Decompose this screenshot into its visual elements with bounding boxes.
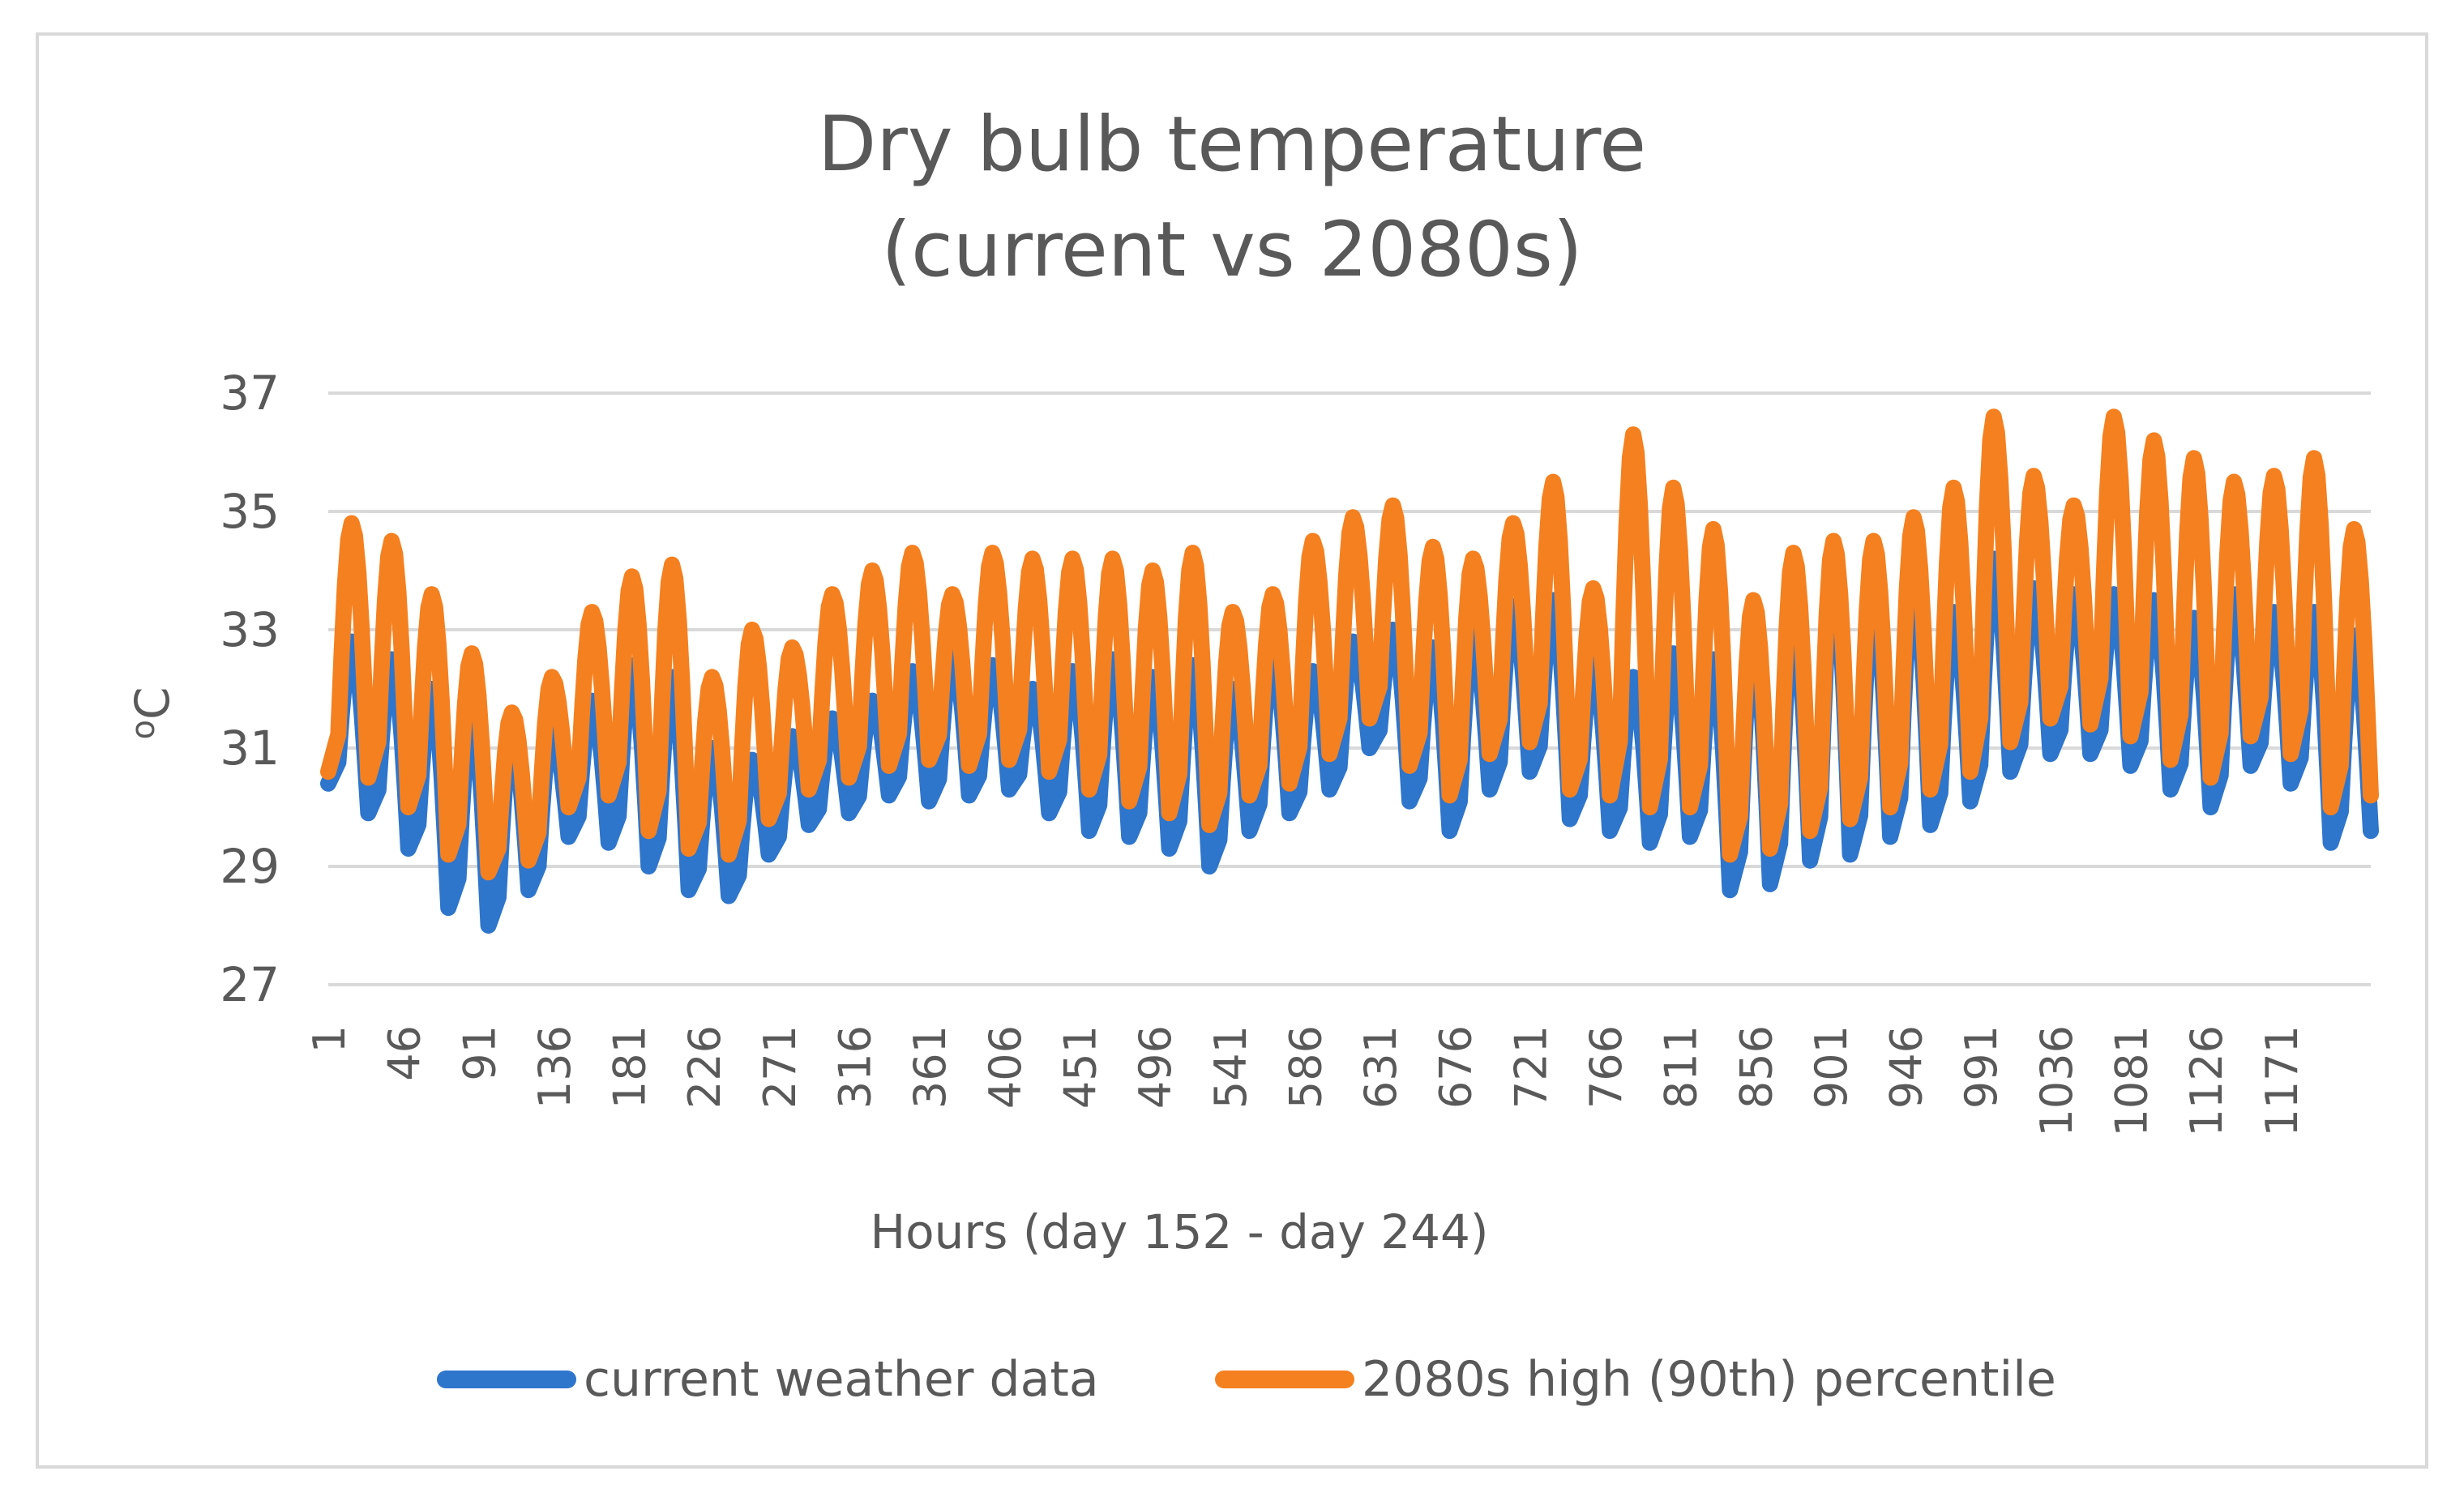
x-tick-label: 1 [304, 1025, 355, 1053]
y-tick-label: 37 [220, 366, 280, 421]
y-tick-label: 35 [220, 484, 280, 539]
x-axis-label: Hours (day 152 - day 244) [870, 1204, 1488, 1259]
y-tick-label: 33 [220, 602, 280, 657]
x-tick-label: 91 [454, 1025, 505, 1081]
x-tick-label: 991 [1956, 1025, 2007, 1109]
y-tick-label: 27 [220, 957, 280, 1012]
x-tick-label: 766 [1581, 1025, 1632, 1109]
x-tick-label: 1126 [2181, 1025, 2232, 1136]
legend-label-2080s: 2080s high (90th) percentile [1362, 1351, 2056, 1408]
x-tick-label: 1081 [2107, 1025, 2158, 1136]
x-tick-label: 406 [980, 1025, 1031, 1109]
x-tick-label: 181 [605, 1025, 656, 1109]
plot-area [320, 408, 2379, 934]
x-tick-label: 46 [379, 1025, 430, 1081]
y-axis-label-unit: C [125, 687, 180, 721]
x-axis-ticks: 1 46 91 136 181 226 271 316 361 406 451 496 541 586 63… [304, 1025, 2308, 1136]
y-axis-label: oC [125, 687, 180, 740]
x-tick-label: 901 [1806, 1025, 1857, 1109]
x-tick-label: 271 [755, 1025, 806, 1109]
svg-text:oC: oC [125, 687, 180, 740]
x-tick-label: 136 [529, 1025, 580, 1109]
series-line-1 [320, 408, 2379, 881]
x-tick-label: 856 [1730, 1025, 1782, 1109]
x-tick-label: 541 [1205, 1025, 1256, 1109]
y-axis-label-superscript: o [125, 720, 162, 739]
y-axis-ticks: 27 29 31 33 35 37 [220, 366, 280, 1012]
x-tick-label: 496 [1130, 1025, 1181, 1109]
x-tick-label: 226 [679, 1025, 730, 1109]
x-tick-label: 316 [830, 1025, 881, 1109]
x-tick-label: 1036 [2031, 1025, 2082, 1136]
legend-label-current: current weather data [584, 1351, 1099, 1408]
chart-title-line-2: (current vs 2080s) [881, 206, 1582, 294]
x-tick-label: 1171 [2257, 1025, 2308, 1136]
x-tick-label: 721 [1505, 1025, 1556, 1109]
x-tick-label: 676 [1431, 1025, 1482, 1109]
x-tick-label: 811 [1656, 1025, 1707, 1109]
y-tick-label: 31 [220, 721, 280, 776]
x-tick-label: 451 [1054, 1025, 1106, 1109]
legend: current weather data 2080s high (90th) p… [437, 1351, 2056, 1408]
chart-title: Dry bulb temperature (current vs 2080s) [818, 100, 1646, 294]
x-tick-label: 631 [1355, 1025, 1406, 1109]
x-tick-label: 946 [1881, 1025, 1932, 1109]
chart-title-line-1: Dry bulb temperature [818, 100, 1646, 189]
x-tick-label: 361 [905, 1025, 956, 1109]
y-tick-label: 29 [220, 839, 280, 894]
x-tick-label: 586 [1280, 1025, 1331, 1109]
